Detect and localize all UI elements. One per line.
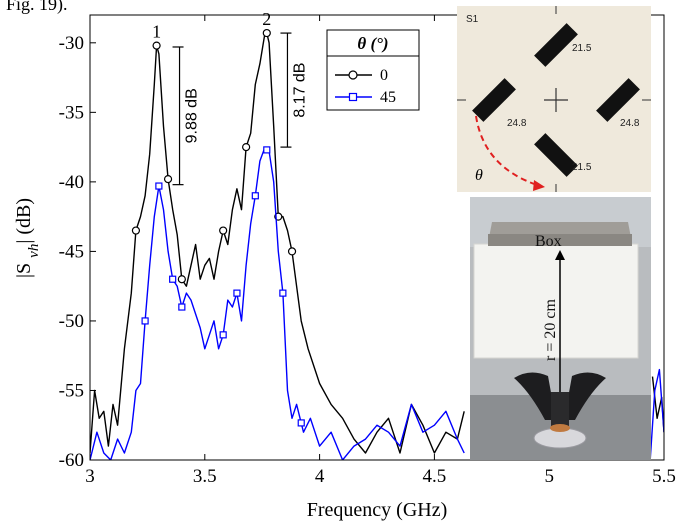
sample-strip-right	[596, 78, 640, 122]
series-point-45-0	[141, 317, 149, 325]
y-tick-label-3: -45	[59, 241, 84, 262]
legend-entry-45: 45	[335, 89, 396, 106]
sample-strip-left	[472, 78, 516, 122]
y-tick-label-6: -30	[59, 33, 84, 54]
series-layer	[90, 28, 664, 460]
distance-arrow-top	[555, 250, 565, 260]
series-point-45-4	[219, 331, 227, 339]
annotation-layer: 1 2 9.88 dB 8.17 dB	[152, 9, 308, 186]
peak-label-1: 1	[152, 22, 161, 42]
rotation-arrowhead	[533, 180, 545, 191]
box-front	[488, 234, 632, 246]
legend-title: θ (°)	[357, 34, 388, 53]
x-tick-label-0: 3	[85, 466, 95, 487]
rotation-arrow	[475, 115, 541, 187]
sample-dim-bottom: 21.5	[572, 162, 592, 173]
series-point-45-8	[279, 289, 287, 297]
x-axis-label: Frequency (GHz)	[307, 499, 448, 521]
y-tick-label-5: -35	[59, 102, 84, 123]
series-45	[90, 146, 664, 460]
rotation-angle-label: θ	[475, 167, 483, 184]
antenna-feed	[551, 392, 569, 428]
y-tick-label-4: -40	[59, 172, 84, 193]
sample-dim-left: 24.8	[507, 118, 527, 129]
legend-marker-0	[348, 70, 358, 80]
legend-label-45: 45	[380, 89, 396, 106]
sample-strip-top	[534, 23, 578, 67]
series-point-0-4	[219, 226, 228, 235]
box-label: Box	[535, 233, 562, 250]
plot-frame	[89, 14, 665, 461]
antenna-connector	[550, 424, 570, 432]
series-point-0-2	[163, 174, 173, 184]
y-tick-label-2: -50	[59, 311, 84, 332]
antenna-left-flare	[514, 372, 556, 420]
legend-marker-45	[348, 92, 358, 102]
sample-photo: S1 21.5 24.8 24.8 21.5 θ	[457, 6, 651, 192]
peak-label-2: 2	[262, 9, 271, 29]
x-tick-label-4: 5	[544, 466, 554, 487]
series-point-45-1	[155, 182, 163, 190]
legend-entry-0: 0	[335, 67, 388, 84]
fragment-text: Fig. 19).	[6, 0, 68, 15]
series-line-0-0	[90, 32, 465, 454]
series-point-45-5	[233, 289, 241, 297]
delta-label-2: 9.88 dB	[184, 88, 201, 143]
setup-photo: Box r = 20 cm	[470, 197, 651, 460]
series-point-0-1	[152, 41, 161, 50]
series-point-45-7	[263, 146, 271, 154]
delta-label-3: 8.17 dB	[291, 63, 308, 118]
series-point-0-5	[242, 143, 251, 152]
series-point-45-6	[251, 192, 259, 200]
antenna-right-flare	[564, 372, 606, 420]
series-point-0-8	[287, 247, 297, 256]
series-point-0-3	[177, 275, 186, 284]
series-point-45-9	[297, 419, 305, 427]
x-tick-label-2: 4	[315, 466, 325, 487]
tick-layer: 3 3.5 4 4.5 5 5.5 -60 -55 -50 -45 -40 -35 -30	[59, 15, 676, 487]
sample-strip-bottom	[534, 133, 578, 177]
legend: θ (°) 0 45	[326, 29, 420, 111]
y-axis-label: |S vh| (dB)	[13, 198, 42, 278]
x-tick-label-5: 5.5	[652, 466, 676, 487]
sample-dim-right: 24.8	[620, 118, 640, 129]
legend-label-0: 0	[380, 67, 388, 84]
foam-block	[473, 243, 639, 359]
series-line-45-1	[649, 368, 664, 460]
series-point-45-2	[169, 275, 177, 283]
x-tick-label-3: 4.5	[423, 466, 447, 487]
sample-title: S1	[466, 14, 479, 25]
x-tick-label-1: 3.5	[193, 466, 217, 487]
series-point-45-3	[178, 303, 186, 311]
y-tick-label-0: -60	[59, 450, 84, 471]
sample-dim-top: 21.5	[572, 43, 592, 54]
series-0	[90, 28, 664, 454]
y-tick-label-1: -55	[59, 380, 84, 401]
series-point-0-6	[262, 28, 271, 38]
series-point-0-0	[131, 226, 141, 235]
distance-label: r = 20 cm	[542, 299, 559, 361]
